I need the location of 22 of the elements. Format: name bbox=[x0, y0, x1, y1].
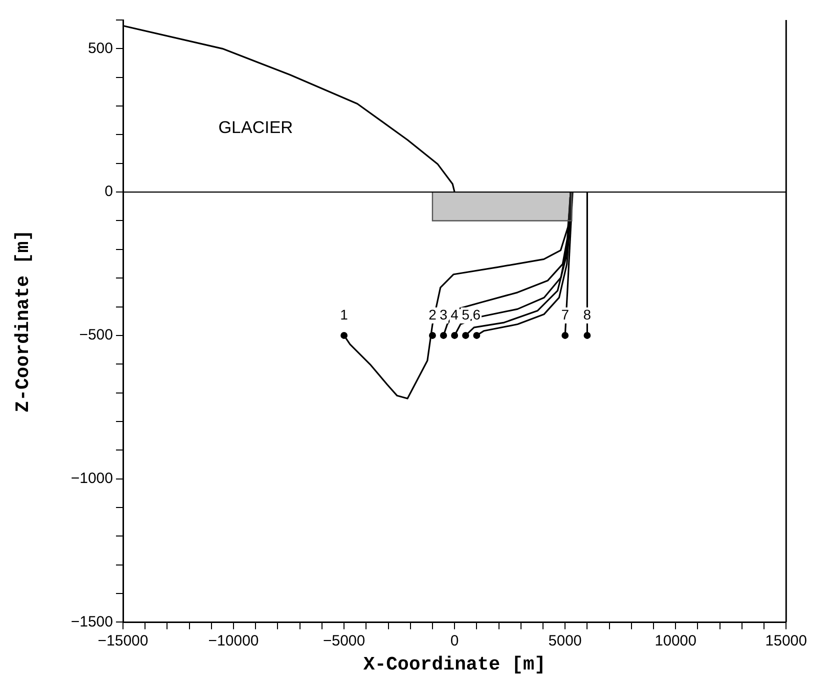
x-tick-label: −10000 bbox=[208, 632, 259, 650]
annotation: 2 bbox=[428, 306, 437, 322]
annotation: 8 bbox=[583, 306, 592, 322]
y-tick-label: −1500 bbox=[70, 613, 113, 630]
x-tick-label: −5000 bbox=[322, 632, 366, 650]
annotation: GLACIER bbox=[218, 118, 293, 138]
x-tick-label: 15000 bbox=[765, 632, 808, 650]
y-tick-label: −1000 bbox=[70, 470, 113, 487]
y-tick-label: 0 bbox=[104, 183, 113, 200]
x-tick-label: −15000 bbox=[98, 632, 148, 650]
y-tick-label: 500 bbox=[88, 40, 113, 57]
x-axis-title: X-Coordinate [m] bbox=[363, 653, 546, 676]
annotation: 3 bbox=[440, 306, 448, 322]
y-tick-label: −500 bbox=[79, 326, 113, 344]
x-tick-label: 5000 bbox=[548, 632, 582, 650]
x-tick-label: 10000 bbox=[654, 632, 696, 650]
y-axis-title: Z-Coordinate [m] bbox=[12, 230, 34, 412]
annotation: 5 bbox=[462, 306, 470, 322]
annotation: 7 bbox=[561, 306, 570, 322]
x-tick-label: 0 bbox=[450, 632, 459, 650]
annotation: 4 bbox=[450, 306, 459, 322]
annotation: 1 bbox=[340, 306, 348, 322]
